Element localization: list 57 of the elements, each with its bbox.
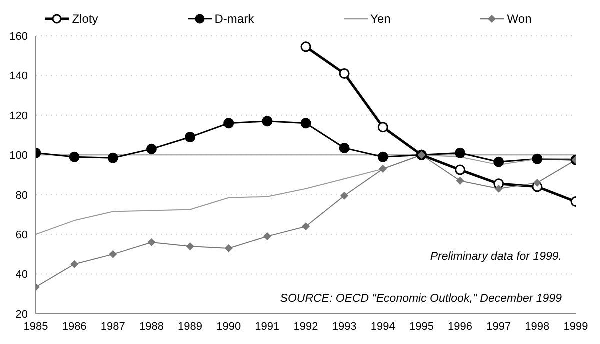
x-tick-label: 1999 xyxy=(564,320,588,333)
point xyxy=(455,148,466,158)
point xyxy=(455,164,466,176)
x-tick-label: 1991 xyxy=(255,320,280,333)
x-tick-label: 1993 xyxy=(332,320,357,333)
x-tick-label: 1996 xyxy=(448,320,473,333)
x-tick-label: 1995 xyxy=(409,320,434,333)
point xyxy=(300,42,312,52)
point xyxy=(300,118,312,129)
point xyxy=(339,142,350,154)
x-tick-label: 1992 xyxy=(294,320,318,333)
y-tick-label: 80 xyxy=(16,190,28,202)
y-tick-label: 100 xyxy=(10,150,28,162)
point xyxy=(70,260,79,268)
point xyxy=(494,156,504,168)
legend-label: Won xyxy=(507,12,532,26)
x-tick-label: 1997 xyxy=(486,320,512,333)
x-tick-label: 1998 xyxy=(525,320,550,333)
point xyxy=(224,118,234,129)
x-tick-label: 1989 xyxy=(178,320,203,333)
y-tick-label: 40 xyxy=(16,269,28,282)
point xyxy=(456,176,464,185)
point xyxy=(186,242,194,250)
point xyxy=(262,116,273,127)
point xyxy=(339,68,350,79)
point xyxy=(69,152,80,162)
legend-label: Yen xyxy=(370,12,391,26)
annotation: SOURCE: OECD "Economic Outlook," December 1999 xyxy=(280,293,562,305)
y-tick-label: 140 xyxy=(10,70,28,83)
point xyxy=(146,144,157,154)
y-tick-label: 20 xyxy=(16,308,28,321)
point xyxy=(532,154,543,164)
point xyxy=(340,192,349,200)
legend-label: Zloty xyxy=(72,12,98,26)
x-tick-label: 1988 xyxy=(139,320,164,333)
point xyxy=(533,178,542,187)
point xyxy=(494,184,503,193)
point xyxy=(108,152,118,164)
y-tick-label: 60 xyxy=(16,229,28,242)
point xyxy=(263,232,272,241)
x-tick-label: 1986 xyxy=(62,320,87,333)
x-tick-label: 1994 xyxy=(370,320,396,333)
point xyxy=(302,222,310,231)
y-tick-label: 120 xyxy=(10,110,28,122)
y-tick-label: 160 xyxy=(10,30,28,43)
point xyxy=(148,238,156,247)
x-tick-label: 1990 xyxy=(216,320,242,333)
point xyxy=(109,250,118,258)
x-tick-label: 1985 xyxy=(24,320,48,333)
point xyxy=(224,244,233,252)
point xyxy=(379,165,388,174)
x-tick-label: 1987 xyxy=(100,320,126,333)
point xyxy=(378,152,388,162)
point xyxy=(185,132,196,143)
legend-label: D-mark xyxy=(214,12,254,26)
point xyxy=(378,122,388,133)
annotation: Preliminary data for 1999. xyxy=(430,251,562,263)
